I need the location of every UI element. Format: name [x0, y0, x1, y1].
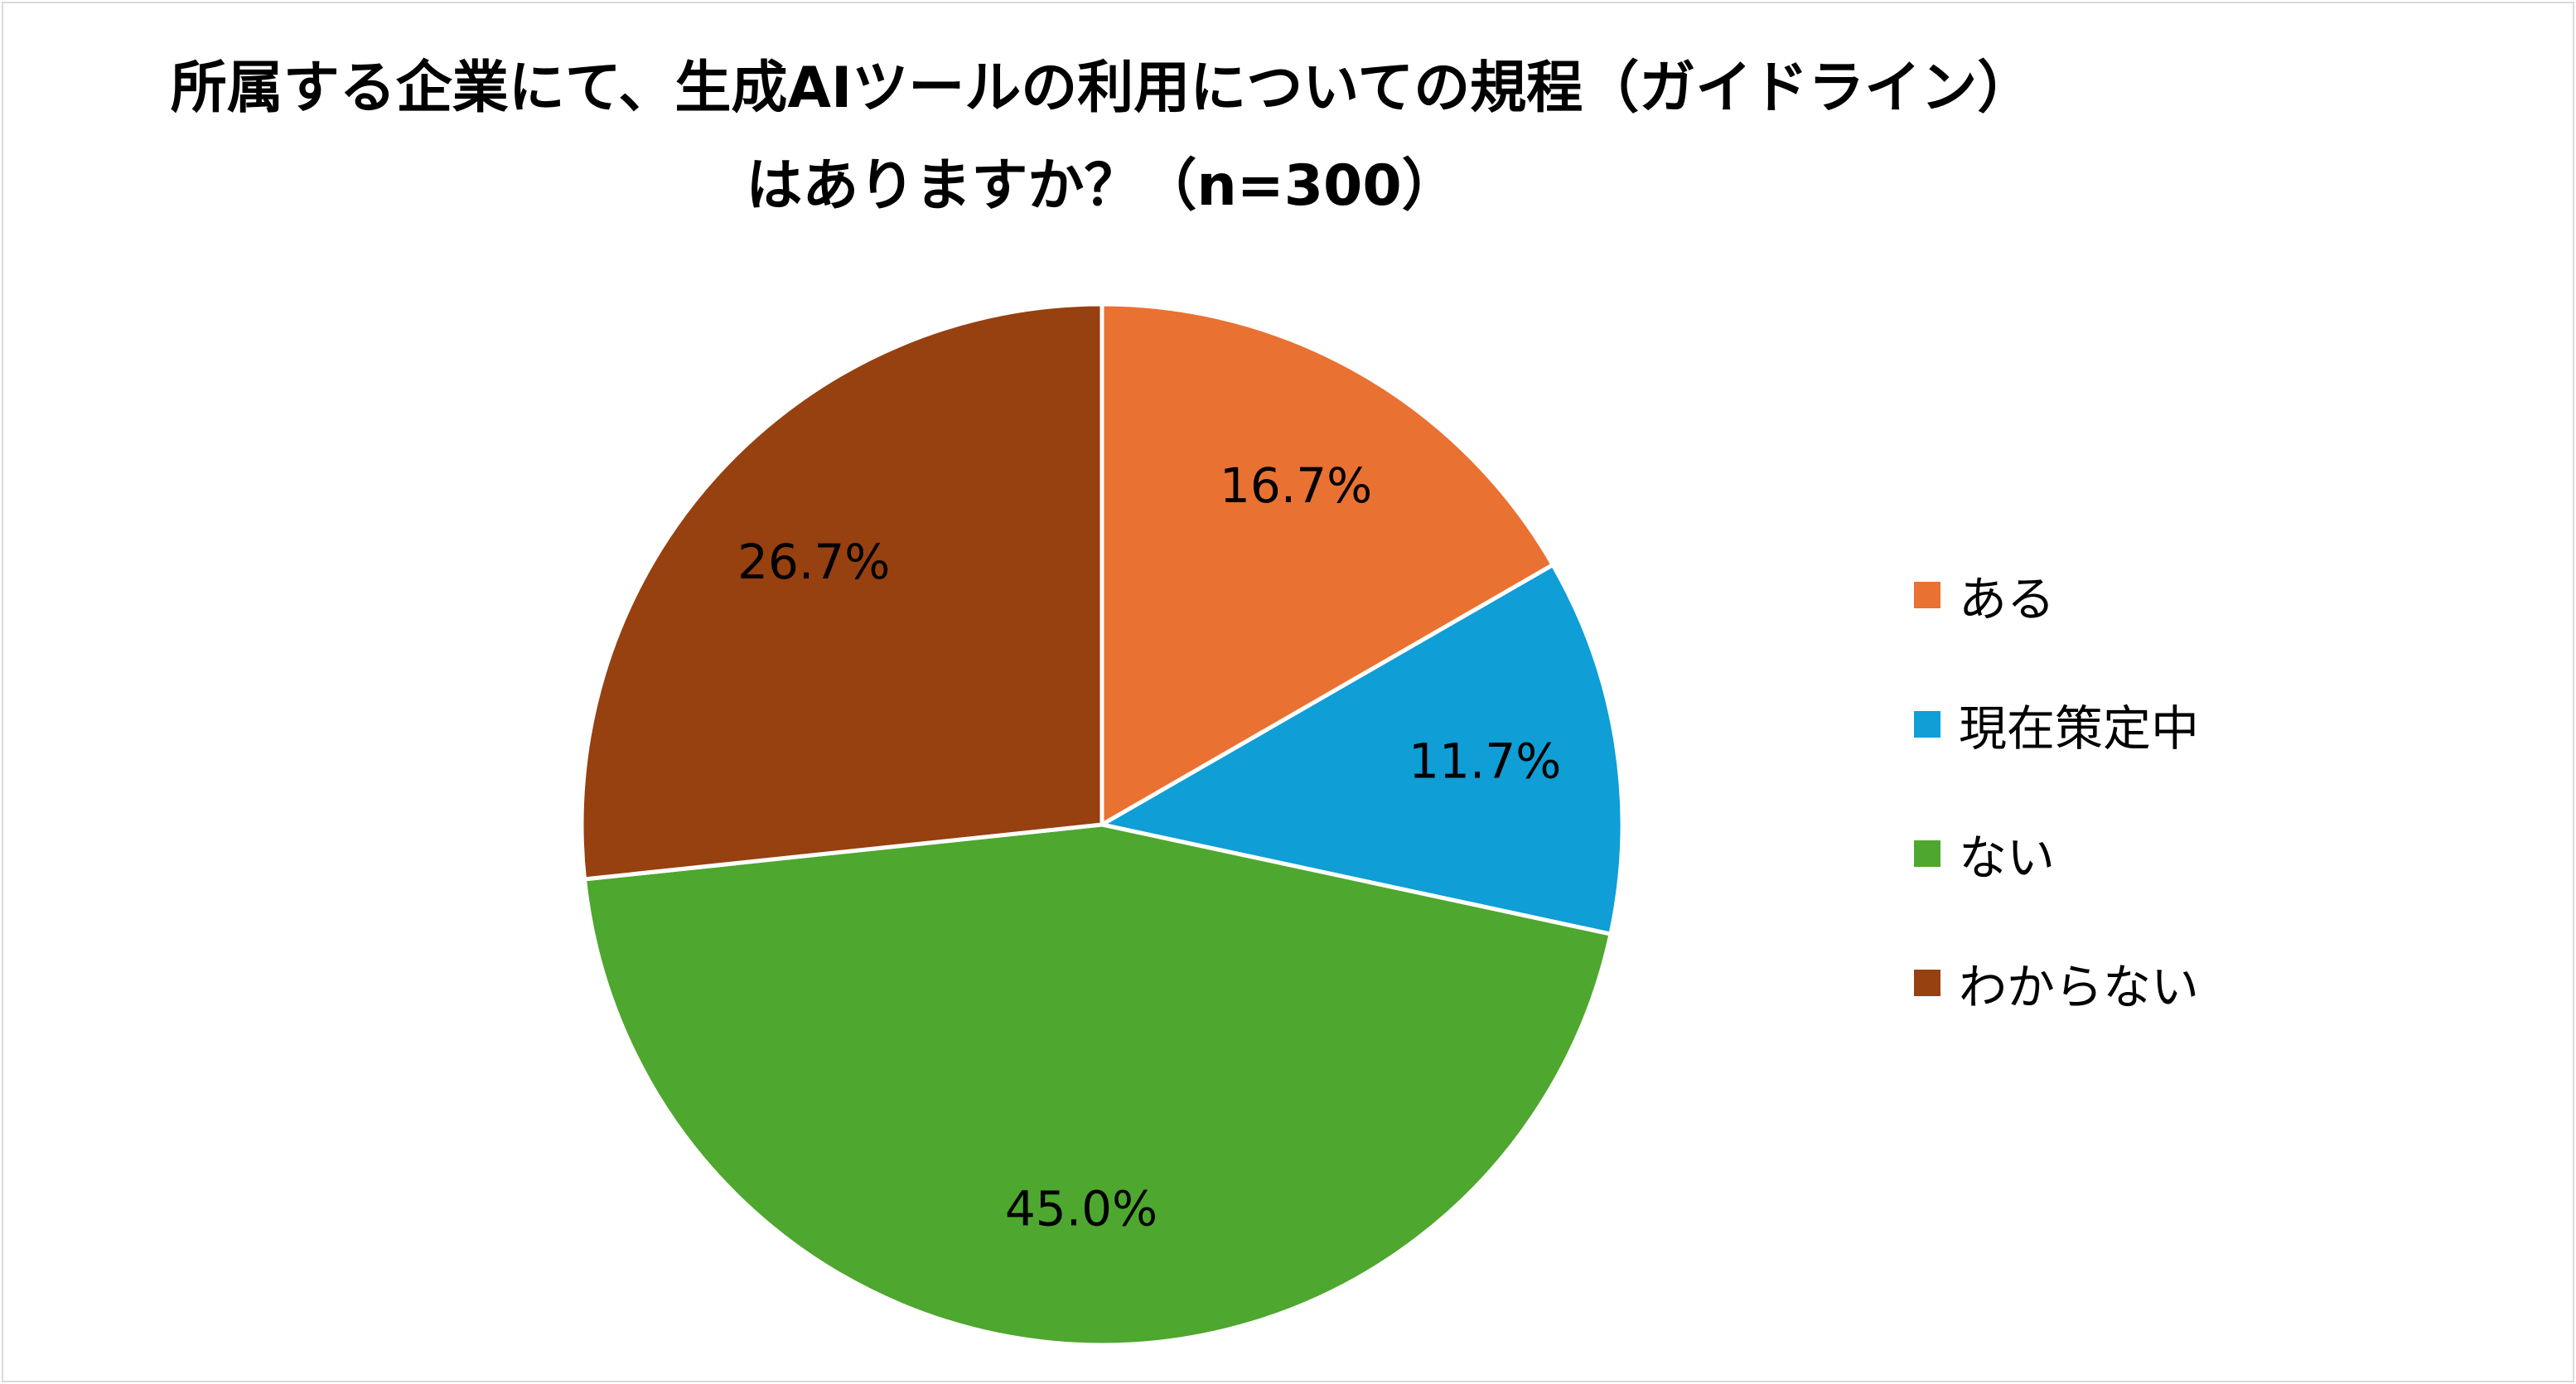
legend-item-3: ない [1914, 789, 2199, 918]
legend-swatch [1914, 840, 1940, 867]
chart-title: 所属する企業にて、生成AIツールの利用についての規程（ガイドライン） はあります… [0, 40, 2204, 235]
pie-slice-2 [1100, 563, 1625, 936]
chart-title-line-2: はありますか？（n=300） [746, 153, 1458, 219]
pie-slice-4 [579, 302, 1104, 882]
legend: ある現在策定中ないわからない [1914, 530, 2199, 1048]
pie-slice-3 [582, 822, 1613, 1348]
data-label-3: 45.0% [1005, 1180, 1158, 1236]
legend-label: ない [1959, 830, 2056, 886]
legend-label: わからない [1959, 959, 2200, 1015]
data-label-4: 26.7% [737, 534, 890, 590]
pie-slice-1 [1100, 302, 1555, 827]
chart-title-line-1: 所属する企業にて、生成AIツールの利用についての規程（ガイドライン） [170, 56, 2034, 121]
legend-item-4: わからない [1914, 918, 2199, 1048]
legend-item-2: 現在策定中 [1914, 660, 2199, 789]
legend-swatch [1914, 711, 1940, 738]
legend-item-1: ある [1914, 530, 2199, 660]
legend-swatch [1914, 582, 1940, 608]
legend-label: ある [1959, 571, 2056, 627]
legend-swatch [1914, 970, 1940, 996]
data-label-2: 11.7% [1409, 733, 1561, 790]
legend-label: 現在策定中 [1959, 700, 2200, 757]
data-label-1: 16.7% [1220, 457, 1372, 514]
